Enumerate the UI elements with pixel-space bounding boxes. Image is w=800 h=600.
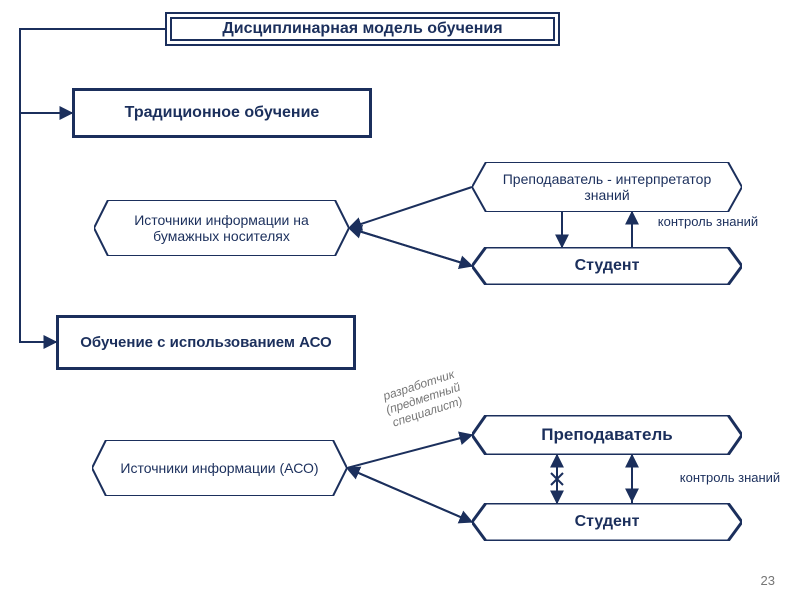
node-student1: Студент <box>472 247 742 285</box>
label-text: контроль знаний <box>680 470 780 485</box>
node-trad: Традиционное обучение <box>72 88 372 138</box>
node-label: Источники информации (АСО) <box>120 460 318 476</box>
node-label: Студент <box>575 257 640 275</box>
title-box: Дисциплинарная модель обучения <box>165 12 560 46</box>
page-number: 23 <box>761 573 775 588</box>
node-label: Обучение с использованием АСО <box>80 334 331 351</box>
node-teacher_interp: Преподаватель - интерпретатор знаний <box>472 162 742 212</box>
label-text: контроль знаний <box>658 214 758 229</box>
node-teacher2: Преподаватель <box>472 415 742 455</box>
node-label: Традиционное обучение <box>125 104 320 122</box>
node-label: Преподаватель - интерпретатор знаний <box>486 171 728 203</box>
node-sources_aco: Источники информации (АСО) <box>92 440 347 496</box>
label-text: разработчик (предметный специалист) <box>381 367 464 430</box>
node-sources_paper: Источники информации на бумажных носител… <box>94 200 349 256</box>
node-label: Студент <box>575 513 640 531</box>
label-ctrl1: контроль знаний <box>648 214 768 229</box>
node-aco_learn: Обучение с использованием АСО <box>56 315 356 370</box>
title-text: Дисциплинарная модель обучения <box>222 20 502 38</box>
node-label: Источники информации на бумажных носител… <box>108 212 335 244</box>
node-label: Преподаватель <box>541 425 672 445</box>
node-student2: Студент <box>472 503 742 541</box>
label-ctrl2: контроль знаний <box>655 470 800 485</box>
